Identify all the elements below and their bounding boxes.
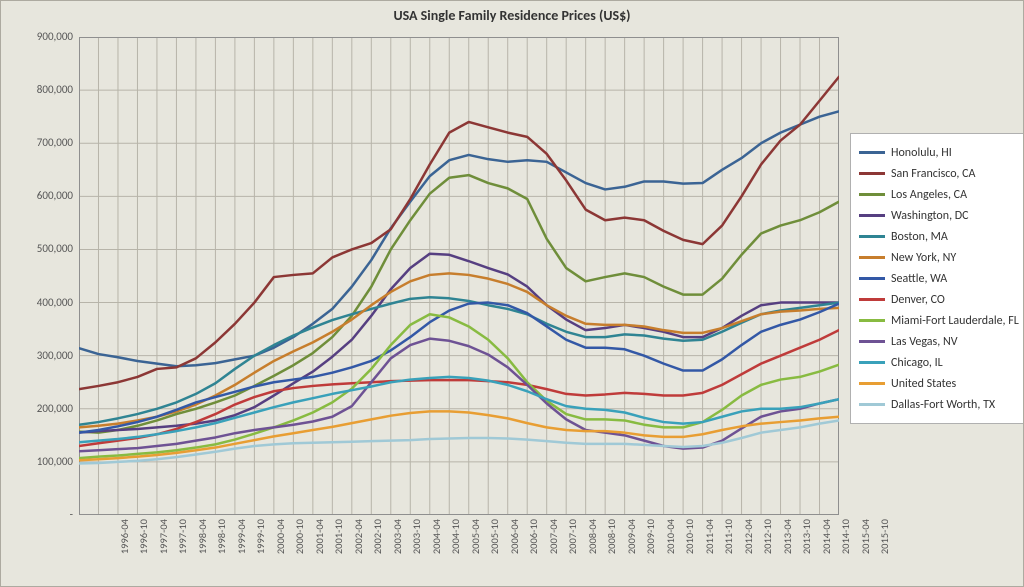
- chart-figure: USA Single Family Residence Prices (US$)…: [0, 0, 1024, 587]
- x-axis-tick-label: 2012-10: [761, 519, 774, 554]
- legend-swatch: [859, 172, 885, 175]
- legend: Honolulu, HI San Francisco, CA Los Angeles…: [850, 133, 1024, 424]
- x-axis-tick-label: 1997-04: [157, 519, 170, 554]
- legend-item: Los Angeles, CA: [859, 184, 1024, 205]
- x-axis-tick-label: 2006-10: [527, 519, 540, 554]
- y-axis-tick-label: 700,000: [13, 136, 73, 149]
- x-axis-tick-label: 2007-10: [566, 519, 579, 554]
- x-axis-tick-label: 2000-04: [274, 519, 287, 554]
- y-axis-tick-label: 300,000: [13, 349, 73, 362]
- x-axis-tick-label: 1999-10: [255, 519, 268, 554]
- legend-item: Boston, MA: [859, 226, 1024, 247]
- x-axis-tick-label: 2011-04: [703, 519, 716, 554]
- x-axis-tick-label: 1996-04: [118, 519, 131, 554]
- legend-label: Seattle, WA: [891, 272, 947, 286]
- x-axis-tick-label: 1996-10: [138, 519, 151, 554]
- x-axis-tick-label: 2000-10: [294, 519, 307, 554]
- legend-item: Chicago, IL: [859, 352, 1024, 373]
- x-axis-tick-label: 2008-10: [605, 519, 618, 554]
- x-axis-tick-label: 1999-04: [235, 519, 248, 554]
- x-axis-tick-label: 2015-04: [859, 519, 872, 554]
- x-axis-tick-label: 2014-10: [839, 519, 852, 554]
- x-axis-tick-label: 2009-04: [625, 519, 638, 554]
- x-axis-tick-label: 1997-10: [177, 519, 190, 554]
- legend-item: United States: [859, 373, 1024, 394]
- legend-item: Denver, CO: [859, 289, 1024, 310]
- x-axis-tick-label: 1998-10: [216, 519, 229, 554]
- legend-item: Seattle, WA: [859, 268, 1024, 289]
- legend-label: Las Vegas, NV: [891, 335, 958, 349]
- legend-swatch: [859, 340, 885, 343]
- x-axis-tick-label: 2006-04: [508, 519, 521, 554]
- y-axis-tick-label: 800,000: [13, 83, 73, 96]
- legend-label: Los Angeles, CA: [891, 188, 967, 202]
- x-axis-tick-label: 2007-04: [547, 519, 560, 554]
- x-axis-tick-label: 1998-04: [196, 519, 209, 554]
- x-axis-tick-label: 2010-10: [683, 519, 696, 554]
- legend-label: Dallas-Fort Worth, TX: [891, 398, 995, 412]
- legend-swatch: [859, 319, 885, 322]
- y-axis-tick-label: 100,000: [13, 455, 73, 468]
- legend-item: Honolulu, HI: [859, 142, 1024, 163]
- legend-label: Washington, DC: [891, 209, 969, 223]
- x-axis-tick-label: 2002-10: [371, 519, 384, 554]
- legend-swatch: [859, 298, 885, 301]
- x-axis-tick-label: 2010-04: [664, 519, 677, 554]
- x-axis-tick-label: 2009-10: [644, 519, 657, 554]
- legend-item: Miami-Fort Lauderdale, FL: [859, 310, 1024, 331]
- legend-label: Honolulu, HI: [891, 146, 952, 160]
- x-axis-tick-label: 2005-04: [469, 519, 482, 554]
- x-axis-tick-label: 2001-10: [333, 519, 346, 554]
- legend-swatch: [859, 193, 885, 196]
- legend-swatch: [859, 382, 885, 385]
- x-axis-tick-label: 2003-04: [391, 519, 404, 554]
- x-axis-tick-label: 2015-10: [878, 519, 891, 554]
- x-axis-tick-label: 2004-10: [449, 519, 462, 554]
- x-axis-tick-label: 2005-10: [488, 519, 501, 554]
- legend-swatch: [859, 256, 885, 259]
- x-axis-tick-label: 2003-10: [410, 519, 423, 554]
- y-axis-tick-label: 500,000: [13, 242, 73, 255]
- x-axis-tick-label: 2012-04: [742, 519, 755, 554]
- legend-label: Boston, MA: [891, 230, 948, 244]
- legend-label: New York, NY: [891, 251, 956, 265]
- legend-item: Dallas-Fort Worth, TX: [859, 394, 1024, 415]
- y-axis-tick-label: 400,000: [13, 296, 73, 309]
- legend-swatch: [859, 214, 885, 217]
- legend-label: San Francisco, CA: [891, 167, 975, 181]
- x-axis-tick-label: 2013-10: [800, 519, 813, 554]
- y-axis-tick-label: 900,000: [13, 30, 73, 43]
- legend-label: Chicago, IL: [891, 356, 943, 370]
- legend-swatch: [859, 151, 885, 154]
- x-axis-tick-label: 2001-04: [313, 519, 326, 554]
- x-axis-tick-label: 2004-04: [430, 519, 443, 554]
- y-axis-tick-label: 600,000: [13, 189, 73, 202]
- legend-swatch: [859, 277, 885, 280]
- y-axis-tick-label: 200,000: [13, 402, 73, 415]
- legend-label: Miami-Fort Lauderdale, FL: [891, 314, 1019, 328]
- legend-swatch: [859, 235, 885, 238]
- legend-label: Denver, CO: [891, 293, 945, 307]
- legend-swatch: [859, 361, 885, 364]
- y-axis-tick-label: -: [13, 508, 73, 521]
- legend-item: Las Vegas, NV: [859, 331, 1024, 352]
- legend-swatch: [859, 403, 885, 406]
- legend-item: San Francisco, CA: [859, 163, 1024, 184]
- legend-label: United States: [891, 377, 956, 391]
- x-axis-tick-label: 2011-10: [722, 519, 735, 554]
- legend-item: New York, NY: [859, 247, 1024, 268]
- x-axis-tick-label: 2013-04: [781, 519, 794, 554]
- x-axis-tick-label: 2002-04: [352, 519, 365, 554]
- x-axis-tick-label: 2008-04: [586, 519, 599, 554]
- x-axis-tick-label: 2014-04: [820, 519, 833, 554]
- chart-title: USA Single Family Residence Prices (US$): [1, 7, 1023, 24]
- legend-item: Washington, DC: [859, 205, 1024, 226]
- plot-area: [79, 37, 839, 515]
